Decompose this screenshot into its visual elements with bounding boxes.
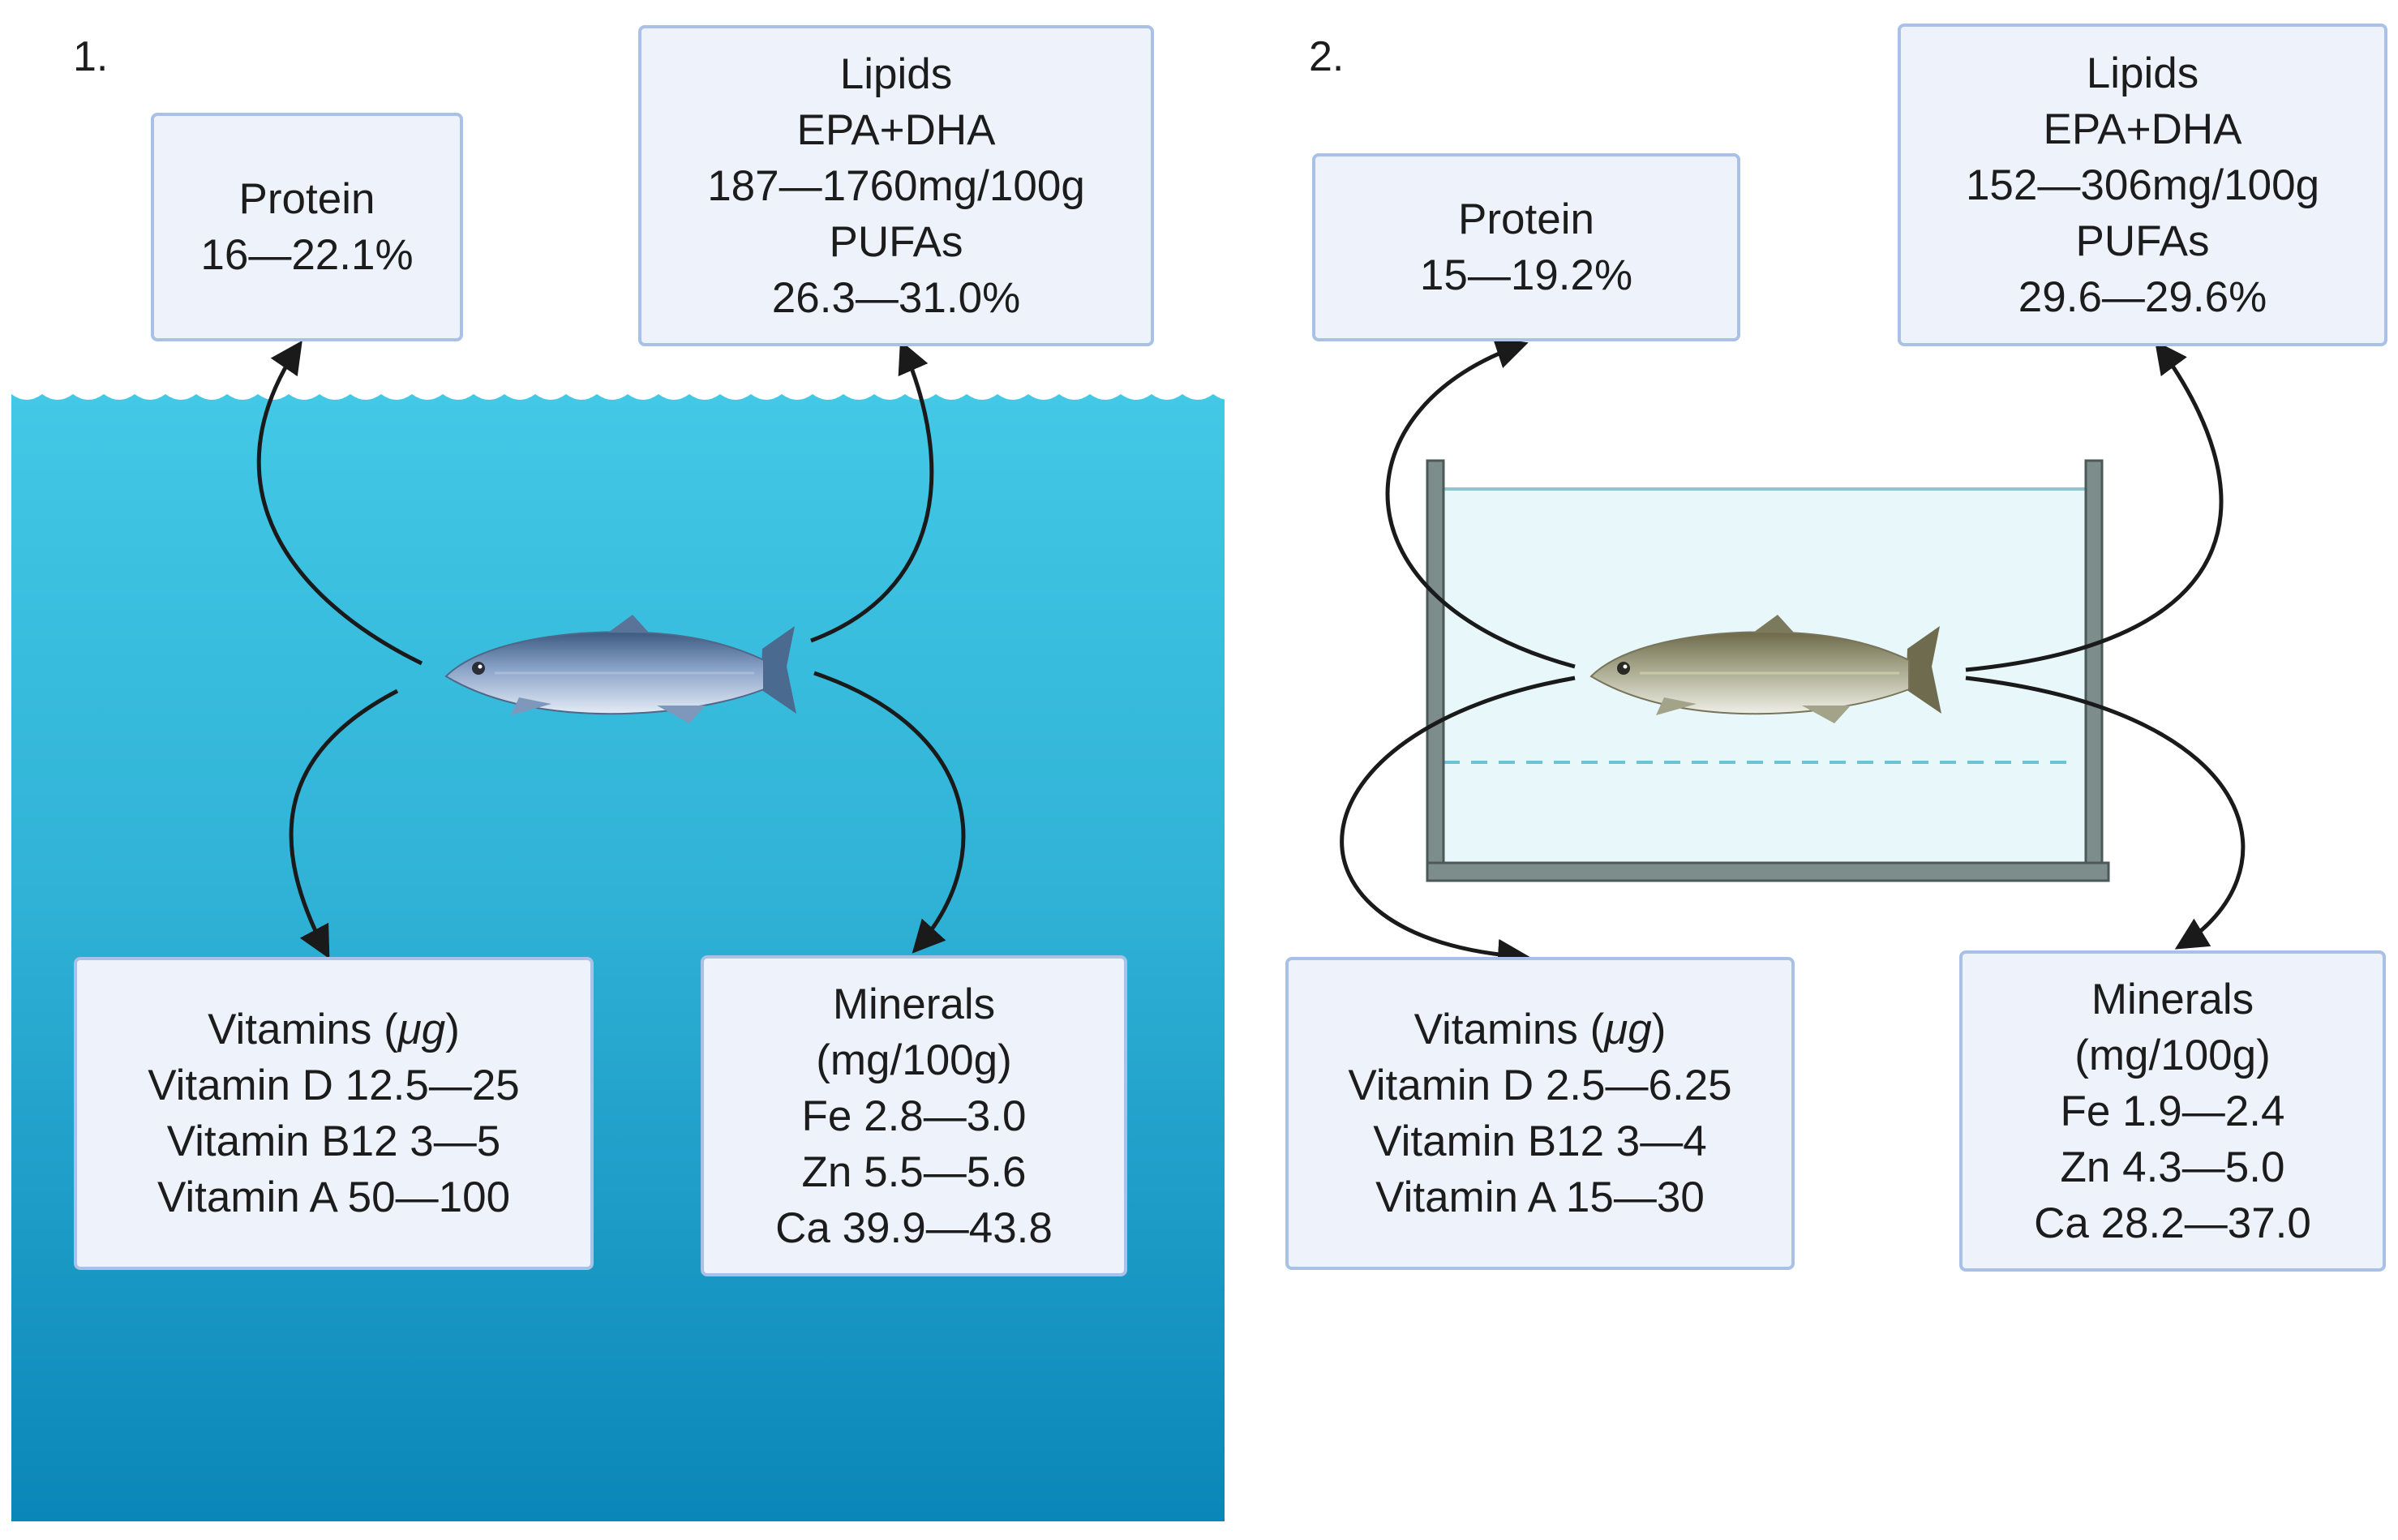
lipids-box-farmed: Lipids EPA+DHA 152—306mg/100g PUFAs 29.6…	[1898, 24, 2387, 346]
protein-box-farmed: Protein 15—19.2%	[1312, 153, 1740, 341]
panel-1-label: 1.	[73, 33, 109, 80]
mineral-fe: Fe 2.8—3.0	[801, 1092, 1027, 1140]
lipids-title: Lipids	[2086, 49, 2199, 97]
pufa-value: 26.3—31.0%	[771, 273, 1021, 322]
protein-value: 15—19.2%	[1419, 251, 1633, 299]
protein-box-wild: Protein 16—22.1%	[151, 113, 463, 341]
vitamins-box-farmed: Vitamins (μg) Vitamin D 2.5—6.25 Vitamin…	[1285, 957, 1795, 1270]
vitamins-title-text: Vitamins	[208, 1006, 372, 1053]
arrow-to-minerals-1	[813, 671, 966, 954]
wild-salmon-icon	[444, 615, 796, 723]
lipids-title: Lipids	[839, 49, 953, 98]
vitamins-unit: μg	[397, 1006, 446, 1053]
vitamins-box-wild: Vitamins (μg) Vitamin D 12.5—25 Vitamin …	[74, 957, 594, 1270]
epa-dha-value: 152—306mg/100g	[1965, 161, 2320, 209]
arrow-to-lipids-1	[810, 340, 934, 643]
arrow-to-vitamins-2	[1340, 676, 1576, 972]
vitamins-title: Vitamins (μg)	[1413, 1006, 1667, 1053]
protein-title: Protein	[238, 175, 375, 223]
panel-2-label: 2.	[1309, 33, 1345, 80]
lipids-box-wild: Lipids EPA+DHA 187—1760mg/100g PUFAs 26.…	[638, 25, 1154, 346]
mineral-zn: Zn 4.3—5.0	[2060, 1143, 2285, 1191]
arrow-to-minerals-2	[1965, 676, 2246, 950]
protein-title: Protein	[1458, 195, 1594, 243]
vitamin-d: Vitamin D 12.5—25	[148, 1062, 520, 1109]
vitamins-unit: μg	[1604, 1006, 1652, 1053]
protein-value: 16—22.1%	[200, 231, 414, 279]
minerals-box-farmed: Minerals (mg/100g) Fe 1.9—2.4 Zn 4.3—5.0…	[1959, 950, 2386, 1272]
vitamin-b12: Vitamin B12 3—4	[1373, 1117, 1707, 1165]
arrow-to-vitamins-1	[289, 688, 399, 959]
pufa-value: 29.6—29.6%	[2018, 272, 2267, 321]
minerals-title: Minerals	[2091, 975, 2254, 1023]
vitamin-d: Vitamin D 2.5—6.25	[1348, 1062, 1732, 1109]
vitamins-title-text: Vitamins	[1413, 1006, 1578, 1053]
epa-dha-value: 187—1760mg/100g	[707, 161, 1085, 210]
vitamin-b12: Vitamin B12 3—5	[166, 1117, 501, 1165]
minerals-title: Minerals	[832, 980, 996, 1028]
arrows-panel-2	[1340, 337, 2246, 972]
farmed-salmon-icon	[1589, 615, 1941, 723]
vitamins-title: Vitamins (μg)	[208, 1006, 460, 1053]
ocean-background	[11, 381, 1241, 1521]
arrow-to-protein-1	[256, 340, 423, 666]
ocean-waves	[11, 381, 1241, 400]
pufa-label: PUFAs	[2075, 217, 2210, 265]
minerals-unit: (mg/100g)	[2074, 1031, 2271, 1079]
epa-dha-label: EPA+DHA	[2043, 105, 2242, 153]
pufa-label: PUFAs	[829, 217, 963, 266]
arrow-to-lipids-2	[1965, 340, 2224, 672]
epa-dha-label: EPA+DHA	[796, 105, 996, 154]
mineral-ca: Ca 28.2—37.0	[2034, 1199, 2311, 1247]
mineral-zn: Zn 5.5—5.6	[801, 1147, 1027, 1196]
arrow-to-protein-2	[1385, 337, 1576, 669]
mineral-ca: Ca 39.9—43.8	[775, 1203, 1053, 1252]
minerals-box-wild: Minerals (mg/100g) Fe 2.8—3.0 Zn 5.5—5.6…	[701, 955, 1127, 1276]
vitamin-a: Vitamin A 15—30	[1375, 1173, 1705, 1221]
vitamin-a: Vitamin A 50—100	[157, 1173, 511, 1221]
minerals-unit: (mg/100g)	[816, 1036, 1012, 1084]
mineral-fe: Fe 1.9—2.4	[2060, 1087, 2285, 1135]
arrows-panel-1	[256, 340, 966, 959]
